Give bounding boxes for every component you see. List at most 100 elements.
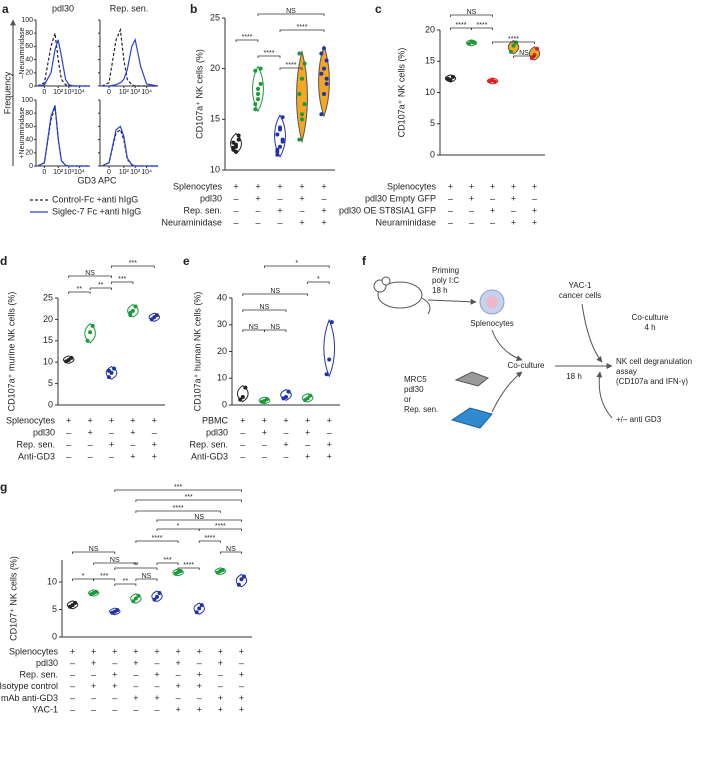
condition-sign: +	[532, 217, 537, 227]
condition-sign: +	[305, 451, 310, 461]
condition-sign: +	[154, 693, 159, 703]
significance-bracket	[93, 578, 116, 581]
significance-bracket	[279, 29, 325, 32]
significance-label: **	[77, 286, 83, 293]
condition-label: pdl30 Empty GFP	[365, 193, 436, 203]
significance-bracket	[111, 265, 155, 268]
data-point	[324, 76, 329, 81]
significance-label: **	[133, 562, 139, 569]
cell-icon	[450, 407, 493, 429]
significance-label: NS	[519, 50, 529, 57]
label: assay	[616, 367, 637, 376]
y-tick-label: 15	[210, 114, 220, 124]
data-point	[112, 366, 117, 371]
significance-bracket	[513, 55, 535, 58]
condition-label: mAb anti-GD3	[1, 693, 58, 703]
label: MRC5	[404, 375, 427, 384]
condition-sign: –	[152, 427, 157, 437]
data-point	[514, 40, 519, 45]
axis	[35, 100, 90, 167]
x-tick-label: 10⁴	[74, 89, 85, 96]
histogram-curve	[101, 27, 158, 87]
row-label: –Neuraminidase	[19, 27, 26, 78]
condition-sign: +	[511, 217, 516, 227]
condition-sign: +	[197, 670, 202, 680]
condition-sign: +	[197, 646, 202, 656]
axis	[99, 100, 158, 167]
condition-label: pdl30	[33, 427, 55, 437]
significance-label: ****	[477, 22, 488, 29]
data-point	[324, 372, 329, 377]
data-point	[319, 51, 324, 56]
arrow	[581, 303, 603, 363]
condition-sign: +	[239, 704, 244, 714]
significance-bracket	[111, 281, 134, 284]
condition-sign: –	[305, 439, 310, 449]
condition-sign: +	[239, 670, 244, 680]
significance-bracket	[93, 562, 137, 565]
condition-sign: –	[283, 451, 288, 461]
data-point	[253, 68, 258, 73]
label: (CD107a and IFN-γ)	[616, 377, 688, 386]
data-point	[302, 61, 307, 66]
condition-sign: +	[152, 451, 157, 461]
label: Co-culture	[508, 361, 545, 370]
condition-sign: –	[490, 193, 495, 203]
data-point	[297, 137, 302, 142]
condition-sign: –	[218, 681, 223, 691]
x-axis-title: GD3 APC	[77, 175, 117, 185]
significance-label: ****	[173, 505, 184, 512]
condition-sign: +	[255, 193, 260, 203]
significance-label: **	[98, 282, 104, 289]
violin	[274, 114, 286, 158]
condition-sign: +	[532, 181, 537, 191]
data-point	[451, 74, 456, 79]
violin	[296, 49, 308, 144]
data-point	[278, 125, 282, 130]
significance-bracket	[264, 265, 330, 268]
condition-sign: –	[283, 427, 288, 437]
significance-label: NS	[85, 270, 95, 277]
condition-sign: +	[448, 181, 453, 191]
x-tick-label: 10²	[119, 89, 130, 96]
significance-label: NS	[260, 304, 270, 311]
significance-bracket	[114, 583, 137, 586]
significance-label: ***	[185, 494, 193, 501]
label: YAC-1	[569, 281, 593, 290]
condition-sign: –	[240, 427, 245, 437]
label: Co-culture	[632, 313, 669, 322]
y-tick-label: 20	[25, 70, 33, 77]
x-tick-label: 10³	[130, 169, 141, 176]
label: or	[404, 395, 411, 404]
significance-bracket	[135, 540, 179, 543]
condition-sign: –	[448, 193, 453, 203]
data-point	[106, 368, 111, 373]
condition-sign: +	[197, 704, 202, 714]
condition-sign: –	[66, 439, 71, 449]
data-point	[264, 397, 269, 402]
significance-label: ***	[129, 260, 137, 267]
data-point	[300, 112, 304, 117]
label: cancer cells	[559, 291, 601, 300]
data-point	[115, 608, 120, 613]
significance-bracket	[219, 551, 242, 554]
condition-sign: –	[197, 658, 202, 668]
condition-sign: +	[305, 427, 310, 437]
condition-sign: +	[233, 181, 238, 191]
significance-label: **	[123, 578, 129, 585]
data-point	[241, 574, 246, 579]
significance-bracket	[198, 528, 242, 531]
significance-label: ****	[264, 50, 275, 57]
data-point	[324, 81, 329, 86]
condition-label: pdl30	[206, 427, 228, 437]
condition-sign: +	[112, 670, 117, 680]
data-point	[234, 144, 238, 149]
data-point	[199, 603, 204, 608]
violin	[84, 323, 96, 344]
condition-sign: +	[112, 681, 117, 691]
y-tick-label: 20	[43, 314, 53, 324]
y-tick-label: 0	[52, 631, 57, 641]
significance-label: ****	[215, 523, 226, 530]
axis	[99, 20, 158, 87]
condition-sign: –	[299, 205, 304, 215]
